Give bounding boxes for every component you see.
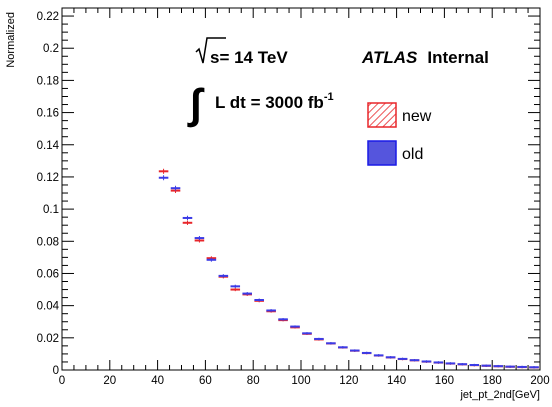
x-axis: 0 20 40 60 80 100 120 140 160 180 200 [59,8,550,387]
x-tick-label: 60 [199,375,212,387]
y-tick-label: 0.2 [43,43,59,55]
x-tick-label: 180 [483,375,502,387]
y-axis: 0 0.02 0.04 0.06 0.08 0.1 0.12 0.14 0.16 0.18 0.2 0… [37,11,540,377]
legend-swatch-old [367,140,397,166]
atlas-label: ATLAS Internal [361,48,489,67]
x-axis-title: jet_pt_2nd[GeV] [459,389,540,401]
y-axis-title: Normalized [5,12,17,68]
y-tick-label: 0.04 [37,301,60,313]
legend-swatch-new [367,102,397,128]
y-tick-label: 0.16 [37,108,59,120]
y-tick-label: 0.1 [43,204,59,216]
atlas-experiment: ATLAS [361,48,418,67]
legend: new old [367,102,432,166]
x-tick-label: 0 [59,375,65,387]
x-tick-label: 120 [339,375,358,387]
lumi-label: L dt = 3000 fb-1 [215,91,334,112]
x-tick-label: 200 [530,375,549,387]
x-tick-label: 80 [247,375,260,387]
x-tick-label: 160 [435,375,454,387]
y-tick-label: 0.06 [37,268,59,280]
luminosity-annotation: ∫ L dt = 3000 fb-1 [187,80,334,128]
legend-label-old: old [402,146,423,163]
energy-annotation: s= 14 TeV [195,37,288,67]
y-tick-label: 0.18 [37,75,59,87]
x-tick-label: 140 [387,375,406,387]
y-tick-label: 0.22 [37,11,59,23]
x-tick-label: 100 [291,375,310,387]
y-tick-label: 0.08 [37,236,59,248]
y-tick-label: 0.12 [37,172,59,184]
lumi-prefix: L dt = 3000 fb [215,93,324,112]
series-layer [158,168,539,369]
series-old [158,175,539,369]
x-tick-label: 20 [103,375,116,387]
lumi-exponent: -1 [324,91,334,103]
y-tick-label: 0 [53,365,59,377]
integral-symbol: ∫ [187,80,205,128]
atlas-status: Internal [427,48,488,67]
x-tick-label: 40 [151,375,164,387]
y-tick-label: 0.02 [37,333,59,345]
sqrt-symbol [195,37,226,64]
legend-label-new: new [402,108,432,125]
energy-label: s= 14 TeV [210,48,288,67]
series-new [158,168,539,369]
y-tick-label: 0.14 [37,140,60,152]
